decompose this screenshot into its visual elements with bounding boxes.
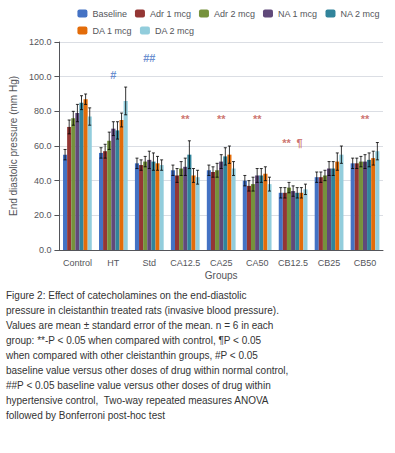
- svg-text:followed by Bonferroni post-ho: followed by Bonferroni post-hoc test: [6, 410, 165, 421]
- svg-text:Control: Control: [63, 258, 92, 268]
- svg-text:Figure 2: Effect of catecholam: Figure 2: Effect of catecholamines on th…: [6, 290, 247, 301]
- svg-text:60.0: 60.0: [34, 141, 52, 151]
- svg-text:hypertensive control, Two-way: hypertensive control, Two-way repeated m…: [6, 395, 269, 406]
- svg-text:baseline value versus other do: baseline value versus other doses of dru…: [6, 365, 288, 376]
- svg-text:CA12.5: CA12.5: [170, 258, 200, 268]
- svg-text:Adr 1 mcg: Adr 1 mcg: [150, 9, 191, 19]
- svg-text:Values are mean ± standard err: Values are mean ± standard error of the …: [6, 320, 273, 331]
- svg-text:Baseline: Baseline: [92, 9, 127, 19]
- svg-text:80.0: 80.0: [34, 106, 52, 116]
- svg-text:Std: Std: [143, 258, 157, 268]
- svg-text:when compared with other cleis: when compared with other cleistanthin gr…: [5, 350, 258, 361]
- svg-text:**: **: [361, 113, 370, 125]
- svg-text:NA 1 mcg: NA 1 mcg: [278, 9, 317, 19]
- svg-text:**: **: [253, 113, 262, 125]
- svg-text:0.0: 0.0: [39, 245, 52, 255]
- svg-text:#: #: [110, 69, 116, 81]
- svg-text:40.0: 40.0: [34, 176, 52, 186]
- svg-text:**: **: [282, 137, 291, 149]
- svg-text:¶: ¶: [297, 137, 303, 149]
- svg-text:Adr 2 mcg: Adr 2 mcg: [214, 9, 255, 19]
- svg-text:**: **: [181, 113, 190, 125]
- svg-text:CB12.5: CB12.5: [278, 258, 308, 268]
- svg-text:group: **-P < 0.05 when compar: group: **-P < 0.05 when compared with co…: [6, 335, 262, 346]
- svg-text:pressure in cleistanthin treat: pressure in cleistanthin treated rats (i…: [6, 305, 279, 316]
- svg-text:DA 2 mcg: DA 2 mcg: [155, 26, 194, 36]
- svg-text:CB50: CB50: [354, 258, 377, 268]
- svg-text:CB25: CB25: [318, 258, 341, 268]
- svg-text:NA 2 mcg: NA 2 mcg: [340, 9, 379, 19]
- svg-text:**: **: [217, 113, 226, 125]
- svg-text:CA50: CA50: [246, 258, 269, 268]
- svg-text:120.0: 120.0: [29, 37, 52, 47]
- svg-text:End diastolic pressure (mm Hg): End diastolic pressure (mm Hg): [8, 76, 19, 216]
- svg-text:100.0: 100.0: [29, 72, 52, 82]
- svg-text:20.0: 20.0: [34, 210, 52, 220]
- svg-text:HT: HT: [107, 258, 119, 268]
- svg-text:##: ##: [143, 52, 155, 64]
- svg-text:DA 1 mcg: DA 1 mcg: [92, 26, 131, 36]
- svg-text:CA25: CA25: [210, 258, 233, 268]
- svg-text:##P < 0.05 baseline value vers: ##P < 0.05 baseline value versus other d…: [6, 380, 271, 391]
- svg-text:Groups: Groups: [205, 270, 238, 281]
